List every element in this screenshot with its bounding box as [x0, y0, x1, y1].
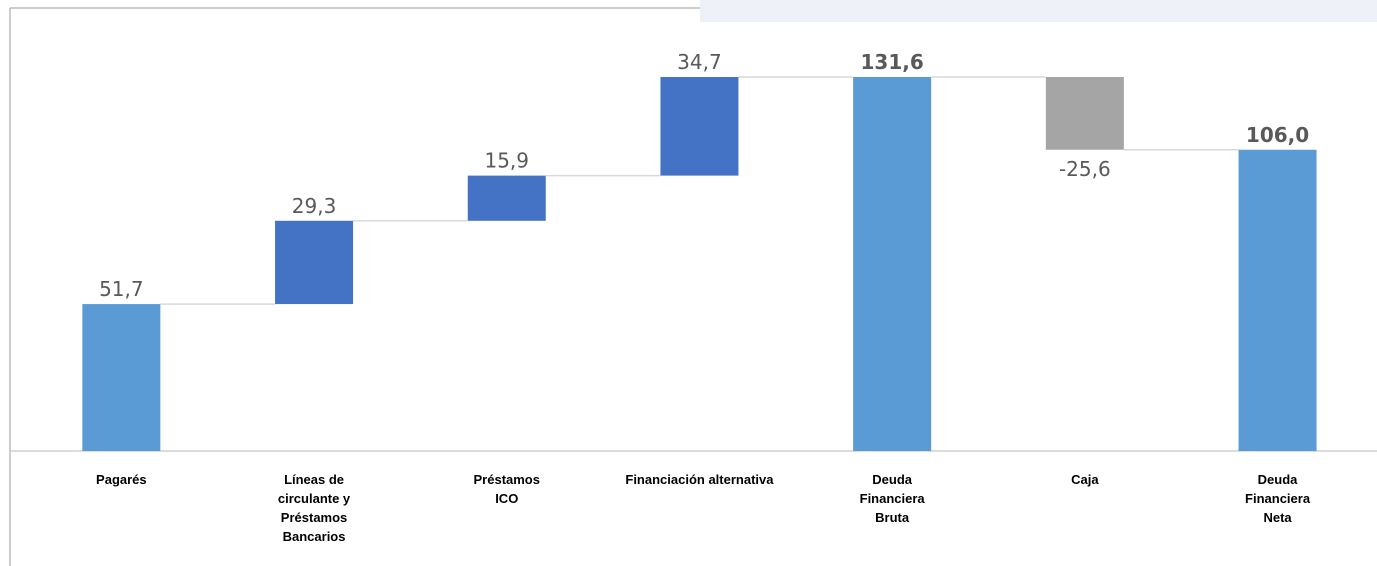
x-tick-label: Caja	[1071, 472, 1099, 487]
value-label: 51,7	[99, 277, 144, 301]
x-tick-label: Deuda Financiera Neta	[1245, 472, 1311, 525]
value-label: 34,7	[677, 50, 722, 74]
bar	[660, 77, 739, 176]
value-label: 29,3	[292, 194, 337, 218]
x-tick-label: Líneas de circulante y Préstamos Bancari…	[277, 472, 351, 544]
bar	[82, 304, 161, 451]
x-tick-label: Pagarés	[96, 472, 147, 487]
x-tick-label: Deuda Financiera Bruta	[859, 472, 925, 525]
bar	[1238, 149, 1317, 452]
bar	[853, 77, 932, 451]
value-label: 131,6	[861, 50, 924, 74]
bar	[1045, 77, 1124, 150]
x-tick-label: Financiación alternativa	[625, 472, 774, 487]
value-label: 106,0	[1246, 123, 1309, 147]
x-tick-label: Préstamos ICO	[473, 472, 540, 506]
value-label: -25,6	[1059, 157, 1111, 181]
bar	[275, 220, 354, 305]
bar	[467, 175, 546, 221]
frame-shade	[700, 0, 1377, 22]
value-label: 15,9	[484, 149, 529, 173]
